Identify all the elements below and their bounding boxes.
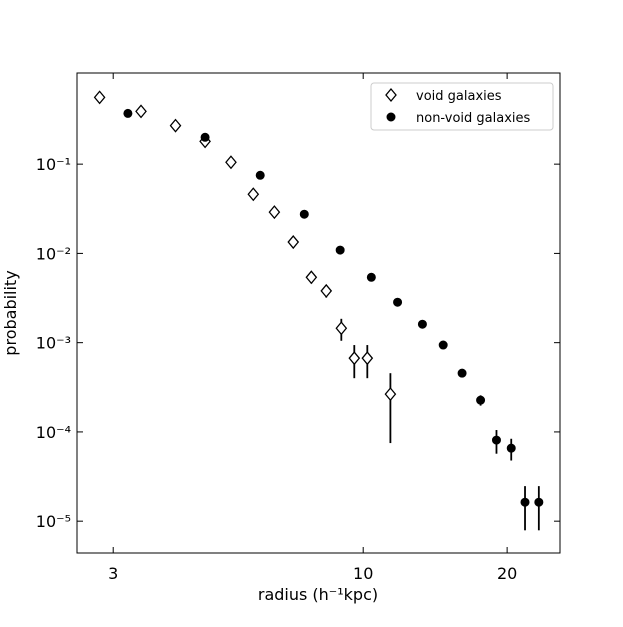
y-tick-label: 10⁻⁴ xyxy=(36,423,71,442)
data-point xyxy=(268,205,281,220)
data-point xyxy=(438,340,448,350)
data-point xyxy=(123,108,133,118)
legend-box xyxy=(370,82,554,131)
legend-marker xyxy=(386,112,396,122)
data-point xyxy=(366,272,376,282)
data-point xyxy=(491,435,501,445)
x-tick-label: 10 xyxy=(353,564,373,583)
data-point xyxy=(384,387,397,402)
legend-label: non-void galaxies xyxy=(416,111,531,126)
x-axis-label: radius (h⁻¹kpc) xyxy=(258,585,378,604)
y-axis-label: probability xyxy=(1,270,20,355)
data-point xyxy=(169,118,182,133)
legend-label: void galaxies xyxy=(416,89,502,104)
legend-marker xyxy=(385,87,397,103)
data-point xyxy=(520,497,530,507)
y-tick-label: 10⁻¹ xyxy=(36,155,71,174)
y-tick-label: 10⁻² xyxy=(36,244,71,263)
plot-frame xyxy=(76,72,561,554)
data-point xyxy=(348,351,361,366)
data-point xyxy=(305,270,318,285)
data-point xyxy=(225,155,237,170)
x-tick-label: 20 xyxy=(497,564,517,583)
data-point xyxy=(534,497,544,507)
data-point xyxy=(93,90,106,105)
data-point xyxy=(361,351,374,366)
data-point xyxy=(335,321,348,336)
data-point xyxy=(457,368,467,378)
data-point xyxy=(135,104,147,119)
x-tick-label: 3 xyxy=(108,564,118,583)
data-point xyxy=(335,245,345,255)
data-point xyxy=(200,132,210,142)
data-point xyxy=(247,187,260,202)
y-tick-label: 10⁻³ xyxy=(36,334,71,353)
data-point xyxy=(393,297,403,307)
data-point xyxy=(417,319,427,329)
data-point xyxy=(287,235,300,250)
data-point xyxy=(506,443,516,453)
data-point xyxy=(476,395,486,405)
data-point xyxy=(320,283,333,298)
data-point xyxy=(255,170,265,180)
y-tick-label: 10⁻⁵ xyxy=(36,512,71,531)
data-point xyxy=(299,209,309,219)
